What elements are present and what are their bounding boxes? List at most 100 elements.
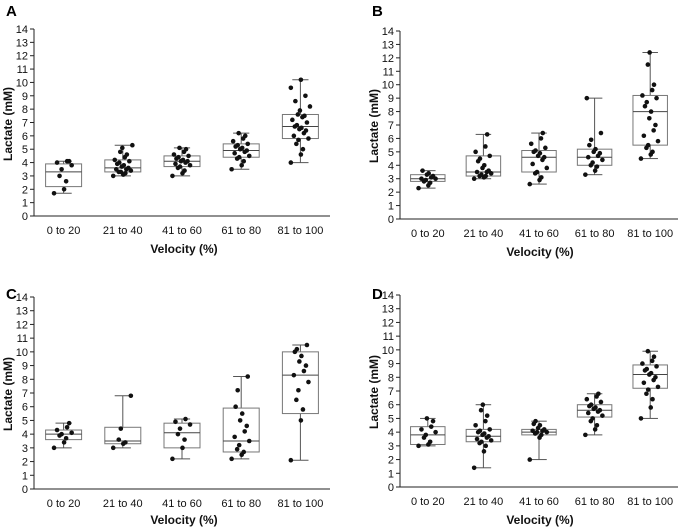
x-axis-title: Velocity (%) [150,242,217,256]
data-point [291,372,297,378]
y-tick-label: 12 [16,319,28,331]
data-point [588,402,594,408]
data-point [304,342,310,348]
data-point [478,407,484,413]
box-group [632,348,668,421]
data-point [655,384,661,390]
y-tick-label: 5 [388,413,394,425]
data-point [641,380,647,386]
data-point [288,160,294,165]
y-tick-label: 2 [388,455,394,467]
data-point [537,422,543,428]
y-tick-label: 1 [22,198,28,210]
data-point [479,172,484,177]
data-point [474,436,480,442]
data-point [544,165,550,171]
data-point [647,115,652,121]
data-point [487,153,493,159]
data-point [63,178,69,184]
data-point [69,162,74,168]
data-point [66,158,72,164]
y-axis-title: Lactate (mM) [1,87,15,161]
data-point [59,166,64,172]
data-point [116,160,122,165]
data-point [474,169,480,175]
data-point [655,138,661,144]
data-point [235,387,240,393]
data-point [483,144,488,149]
panel-letter: D [372,286,383,303]
x-category-label: 61 to 80 [221,225,261,237]
y-tick-label: 0 [388,482,394,494]
data-point [128,393,134,399]
data-point [584,95,590,101]
data-point [479,439,484,445]
data-point [300,407,306,412]
y-tick-label: 1 [22,470,28,482]
data-point [427,180,433,186]
box-group [521,130,557,187]
y-tick-label: 11 [383,66,394,78]
data-point [183,416,188,422]
data-point [650,149,655,155]
data-point [647,50,652,55]
data-point [593,146,598,152]
data-point [486,168,491,173]
data-point [130,142,135,148]
y-tick-label: 5 [22,144,28,156]
data-point [648,109,654,114]
data-point [173,419,178,425]
data-point [534,429,540,435]
data-point [236,130,241,136]
x-category-label: 81 to 100 [627,496,673,508]
y-tick-label: 3 [22,443,28,455]
x-category-label: 61 to 80 [575,228,615,240]
data-point [293,98,298,104]
data-point [644,391,649,397]
data-point [483,418,488,424]
data-point [294,141,299,147]
data-point [296,137,301,143]
data-point [170,173,175,179]
data-point [290,117,295,123]
box-group [410,416,446,449]
data-point [649,358,655,364]
y-tick-label: 8 [388,372,394,384]
data-point [187,422,193,427]
data-point [487,427,493,432]
y-axis-title: Lactate (mM) [367,89,381,163]
x-category-label: 41 to 60 [162,225,202,237]
data-point [419,176,424,182]
data-point [294,122,300,128]
data-point [110,173,116,179]
data-point [481,162,487,168]
data-point [642,103,648,109]
data-point [592,427,598,432]
data-point [593,405,598,410]
y-tick-label: 7 [22,388,28,400]
x-category-label: 21 to 40 [103,498,143,510]
data-point [110,445,116,451]
data-point [288,457,294,463]
data-point [645,62,651,67]
data-point [477,156,483,161]
data-point [298,152,304,157]
data-point [641,133,647,139]
panel-letter: A [6,3,17,20]
data-point [533,148,538,153]
box-group [521,418,557,462]
y-tick-label: 0 [22,211,28,223]
y-tick-label: 7 [22,118,28,130]
data-point [241,158,247,164]
y-tick-label: 3 [388,441,394,453]
data-point [306,136,311,141]
iqr-box [45,163,83,188]
data-point [294,397,299,403]
data-point [173,161,178,167]
data-point [291,133,297,139]
data-point [296,387,301,393]
data-point [584,396,590,402]
data-point [533,418,538,424]
data-point [59,431,64,437]
